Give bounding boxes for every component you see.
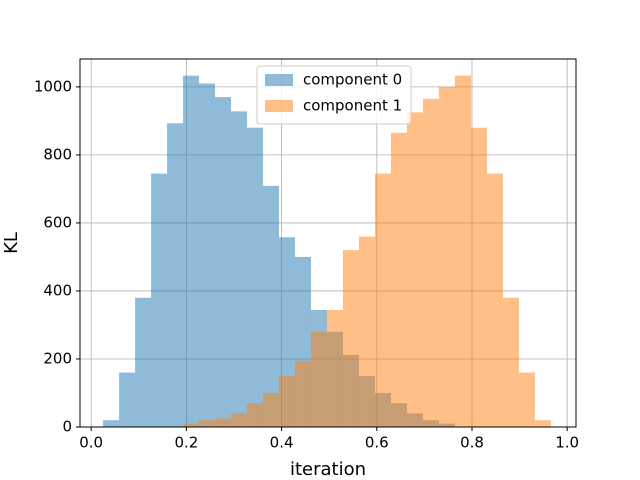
bar	[199, 83, 216, 428]
bar	[295, 360, 312, 427]
bar	[263, 185, 280, 427]
bar	[422, 98, 439, 428]
y-axis-label: KL	[1, 232, 22, 254]
bar	[231, 111, 248, 428]
bar	[215, 418, 232, 427]
bar	[263, 392, 280, 427]
plot-frame	[79, 58, 577, 428]
bar	[470, 127, 487, 428]
bar	[135, 297, 152, 427]
bar	[374, 173, 391, 427]
x-tick-label: 0.0	[79, 434, 103, 452]
x-tick-label: 0.6	[365, 434, 389, 452]
y-tick-label: 200	[43, 349, 72, 367]
bar	[247, 127, 264, 428]
bar	[279, 375, 296, 427]
bar	[119, 372, 136, 427]
legend-label: component 1	[303, 97, 402, 115]
bar	[486, 173, 503, 427]
bar	[502, 297, 519, 427]
bar	[311, 331, 328, 427]
bar	[199, 420, 216, 427]
bar	[342, 250, 359, 427]
x-tick-label: 0.2	[174, 434, 198, 452]
legend-swatch	[265, 74, 293, 86]
x-tick-label: 0.8	[460, 434, 484, 452]
bar	[215, 97, 232, 428]
bar	[358, 236, 375, 427]
x-tick-label: 0.4	[270, 434, 294, 452]
legend-box	[256, 65, 412, 125]
bar	[518, 372, 535, 427]
bar	[327, 310, 343, 427]
x-axis-label: iteration	[290, 459, 366, 480]
bar	[406, 112, 423, 428]
bar	[231, 413, 248, 427]
bar	[454, 75, 471, 427]
bar	[151, 173, 168, 427]
y-tick-label: 600	[43, 213, 72, 231]
bar	[183, 75, 200, 427]
legend: component 0 component 1	[256, 65, 412, 125]
bar	[103, 420, 120, 427]
bar	[247, 403, 264, 427]
x-tick-label: 1.0	[555, 434, 579, 452]
y-tick-label: 400	[43, 281, 72, 299]
bar	[534, 420, 551, 427]
bar	[167, 123, 184, 428]
bar	[183, 423, 200, 427]
y-tick-label: 0	[62, 418, 72, 436]
bar	[438, 86, 455, 427]
y-tick-label: 1000	[34, 77, 72, 95]
legend-swatch	[265, 100, 293, 112]
bar	[390, 132, 407, 427]
legend-label: component 0	[303, 71, 402, 89]
y-tick-label: 800	[43, 145, 72, 163]
